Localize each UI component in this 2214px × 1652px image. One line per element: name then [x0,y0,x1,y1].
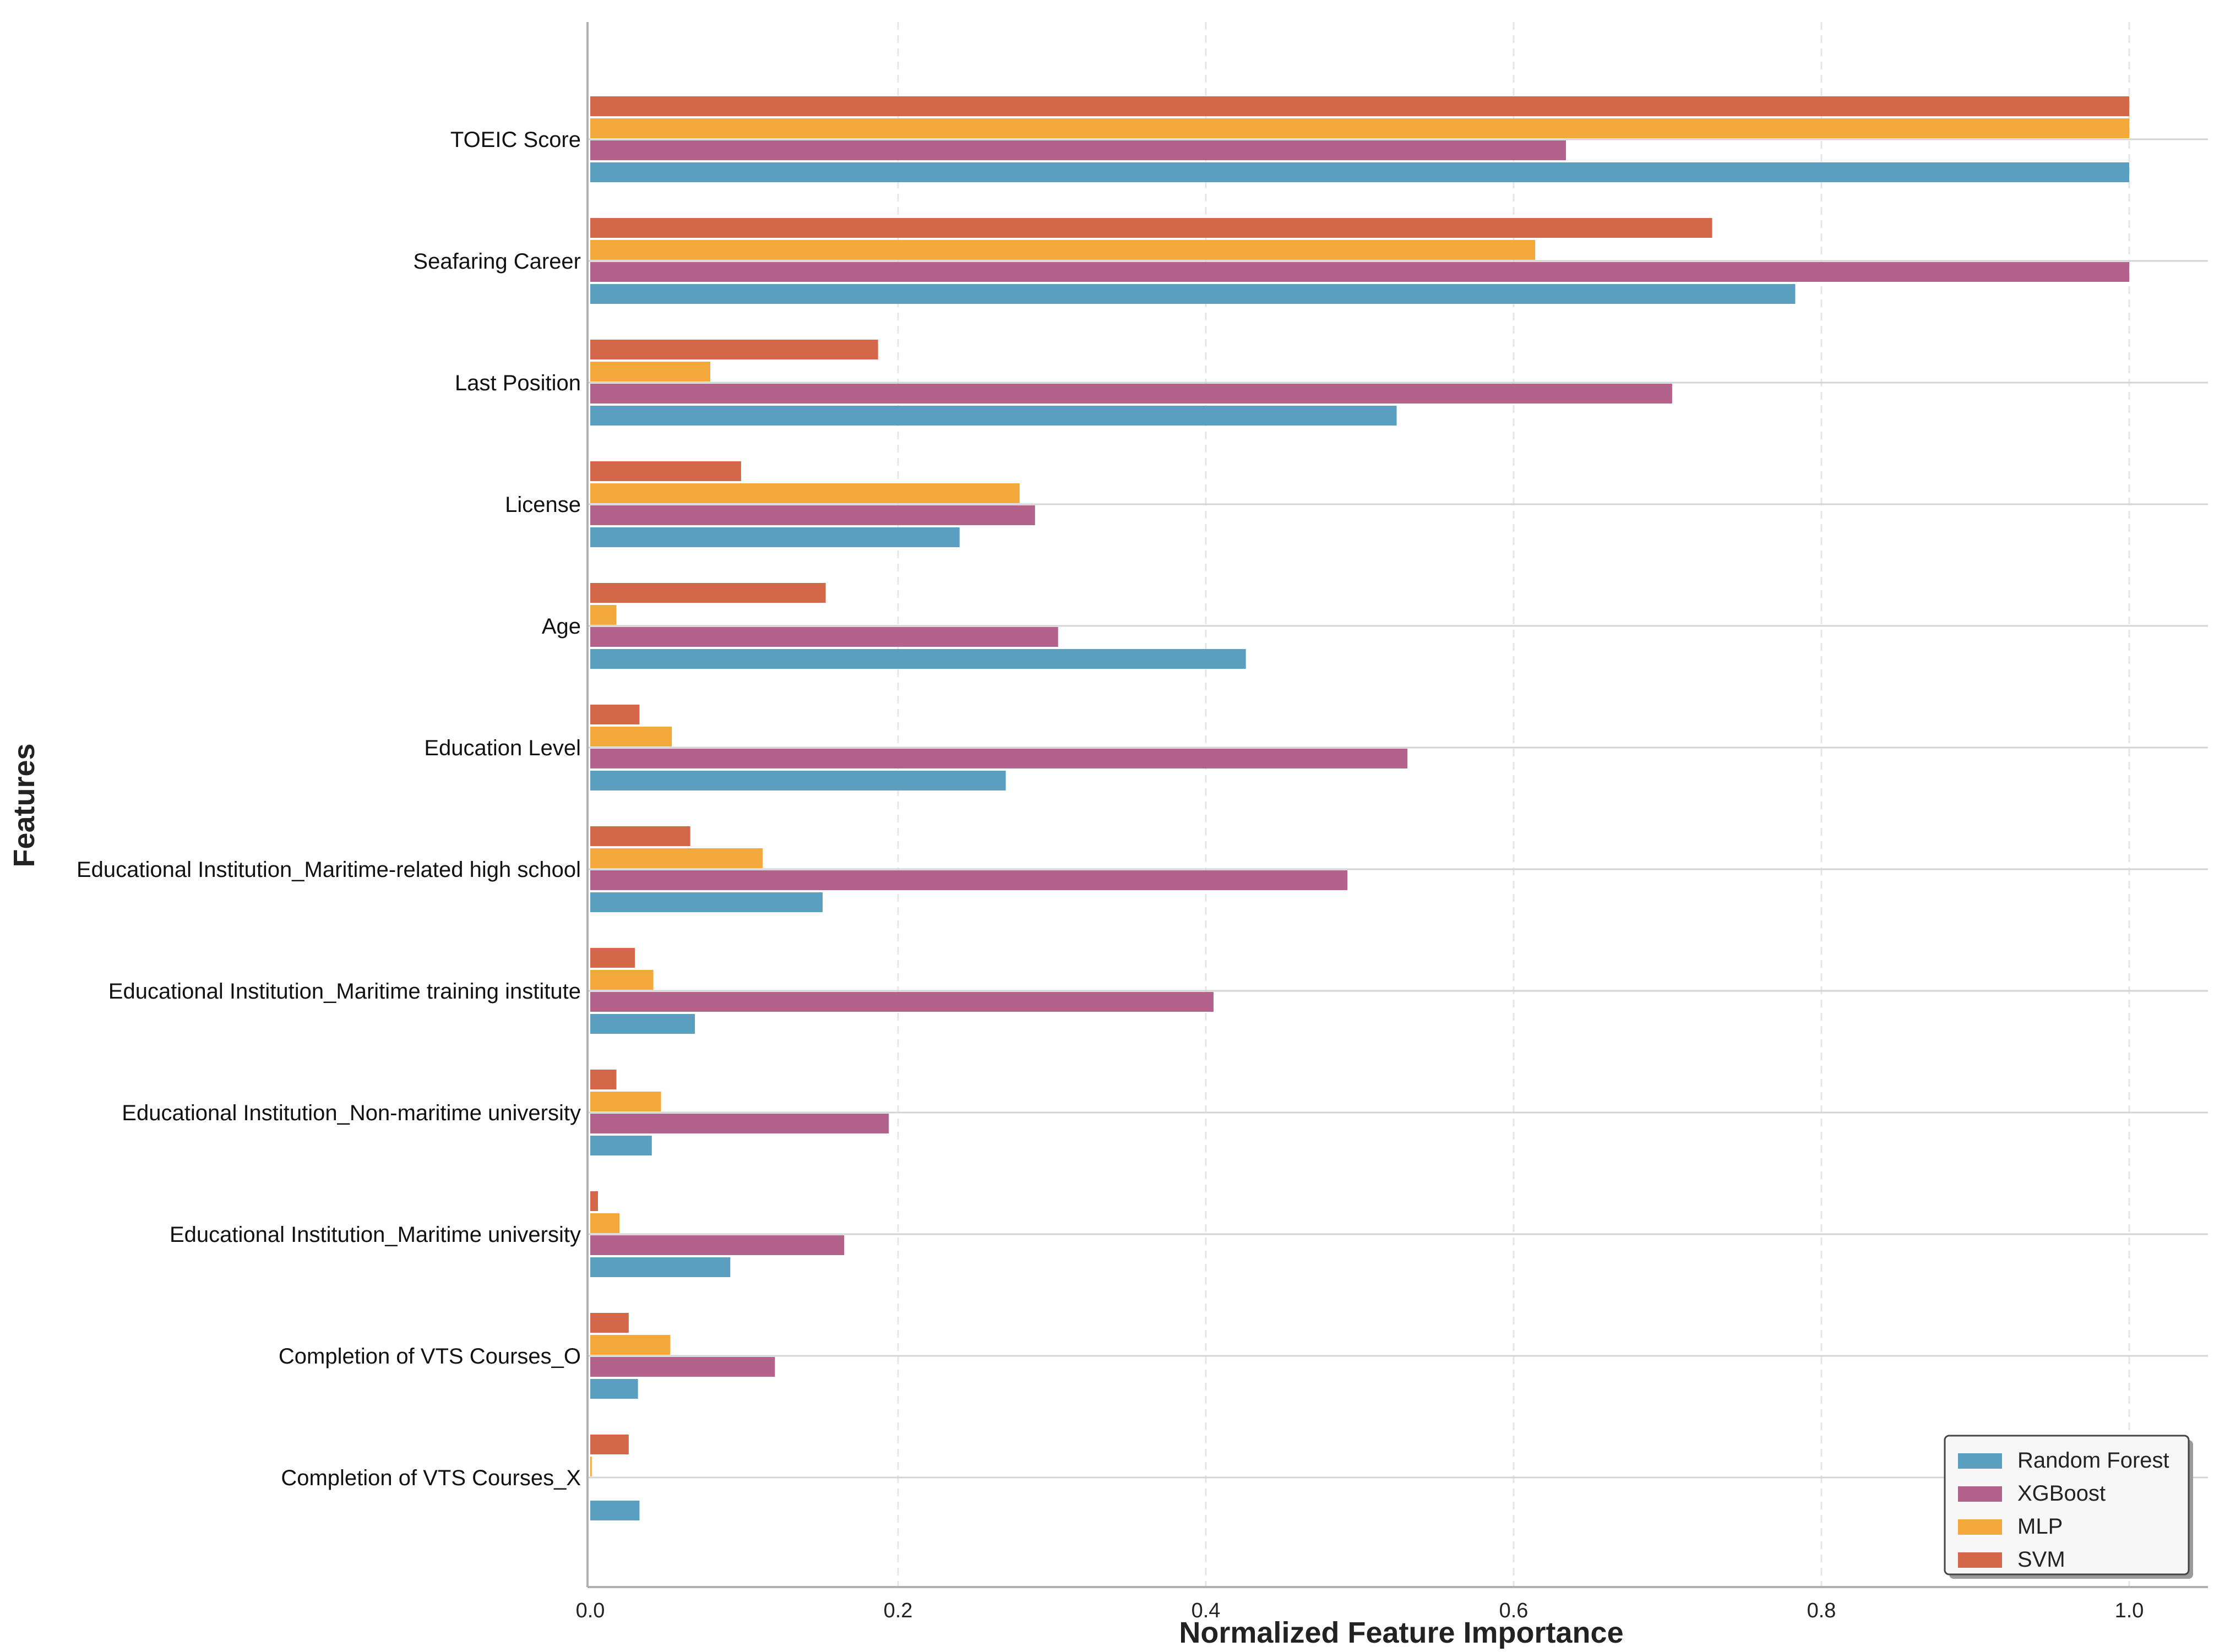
bars [590,96,2129,1520]
legend-box [1944,1435,2190,1575]
y-axis-title: Features [8,743,41,867]
x-tick-label: 0.4 [1192,1599,1221,1622]
category-label: Educational Institution_Non-maritime uni… [122,1101,581,1125]
bar-mlp [590,362,711,381]
x-tick-label: 0.0 [576,1599,605,1622]
legend-swatch [1958,1519,2002,1535]
category-label: Educational Institution_Maritime trainin… [108,979,581,1004]
x-tick-label: 0.8 [1807,1599,1836,1622]
bar-random-forest [590,284,1796,304]
bar-svm [590,583,826,603]
bar-svm [590,948,635,968]
legend-label: MLP [2017,1514,2063,1539]
bar-xgboost [590,992,1214,1012]
bar-random-forest [590,1379,638,1399]
bar-xgboost [590,262,2129,282]
bar-random-forest [590,162,2129,182]
labels: 0.0 0.2 0.4 0.6 0.8 1.0 TOEIC Score Seafaring C… [77,128,2144,1622]
bar-xgboost [590,1114,889,1133]
bar-mlp [590,118,2129,138]
x-axis-title: Normalized Feature Importance [1179,1616,1623,1649]
bar-xgboost [590,749,1408,768]
category-label: License [505,493,581,517]
category-label: Educational Institution_Maritime univers… [170,1223,581,1247]
legend-label: SVM [2017,1547,2065,1572]
legend-swatch [1958,1453,2002,1469]
bar-random-forest [590,1257,731,1277]
legend-label: Random Forest [2017,1448,2169,1473]
category-label: Seafaring Career [413,249,581,274]
bar-mlp [590,483,1020,503]
bar-svm [590,96,2129,116]
axes [586,22,2208,1588]
bar-svm [590,461,741,481]
bar-mlp [590,970,654,990]
category-label: TOEIC Score [450,128,581,152]
bar-random-forest [590,649,1246,669]
bar-xgboost [590,1235,845,1255]
bar-svm [590,218,1712,238]
legend-swatch [1958,1486,2002,1502]
bar-mlp [590,848,763,868]
bar-random-forest [590,892,823,912]
bar-xgboost [590,505,1035,525]
category-label: Educational Institution_Maritime-related… [77,858,581,882]
legend-swatch [1958,1552,2002,1568]
bar-svm [590,826,690,846]
bar-xgboost [590,384,1672,404]
bar-mlp [590,605,617,625]
bar-random-forest [590,1136,652,1155]
x-tick-label: 0.2 [884,1599,913,1622]
category-label: Completion of VTS Courses_X [281,1466,581,1490]
bar-svm [590,1313,629,1333]
legend: Random Forest XGBoost MLP SVM [1944,1435,2193,1579]
bar-xgboost [590,627,1058,647]
bar-svm [590,1435,629,1454]
grid-lines [588,22,2208,1587]
bar-xgboost [590,870,1348,890]
bar-mlp [590,1335,671,1355]
bar-svm [590,1191,598,1211]
bar-random-forest [590,406,1397,426]
category-label: Education Level [424,736,581,760]
x-tick-label: 1.0 [2115,1599,2144,1622]
bar-xgboost [590,1357,775,1377]
bar-svm [590,1070,617,1089]
bar-mlp [590,1457,592,1476]
bar-mlp [590,1213,620,1233]
bar-random-forest [590,1501,640,1520]
x-tick-label: 0.6 [1499,1599,1528,1622]
bar-mlp [590,1092,661,1111]
legend-label: XGBoost [2017,1481,2106,1506]
bar-random-forest [590,527,960,547]
category-label: Last Position [455,371,581,395]
category-label: Completion of VTS Courses_O [279,1344,581,1369]
bar-svm [590,705,640,724]
bar-random-forest [590,771,1006,790]
bar-mlp [590,240,1536,260]
bar-svm [590,340,878,359]
category-label: Age [542,614,581,639]
bar-random-forest [590,1014,695,1034]
bar-xgboost [590,140,1566,160]
bar-mlp [590,727,672,746]
